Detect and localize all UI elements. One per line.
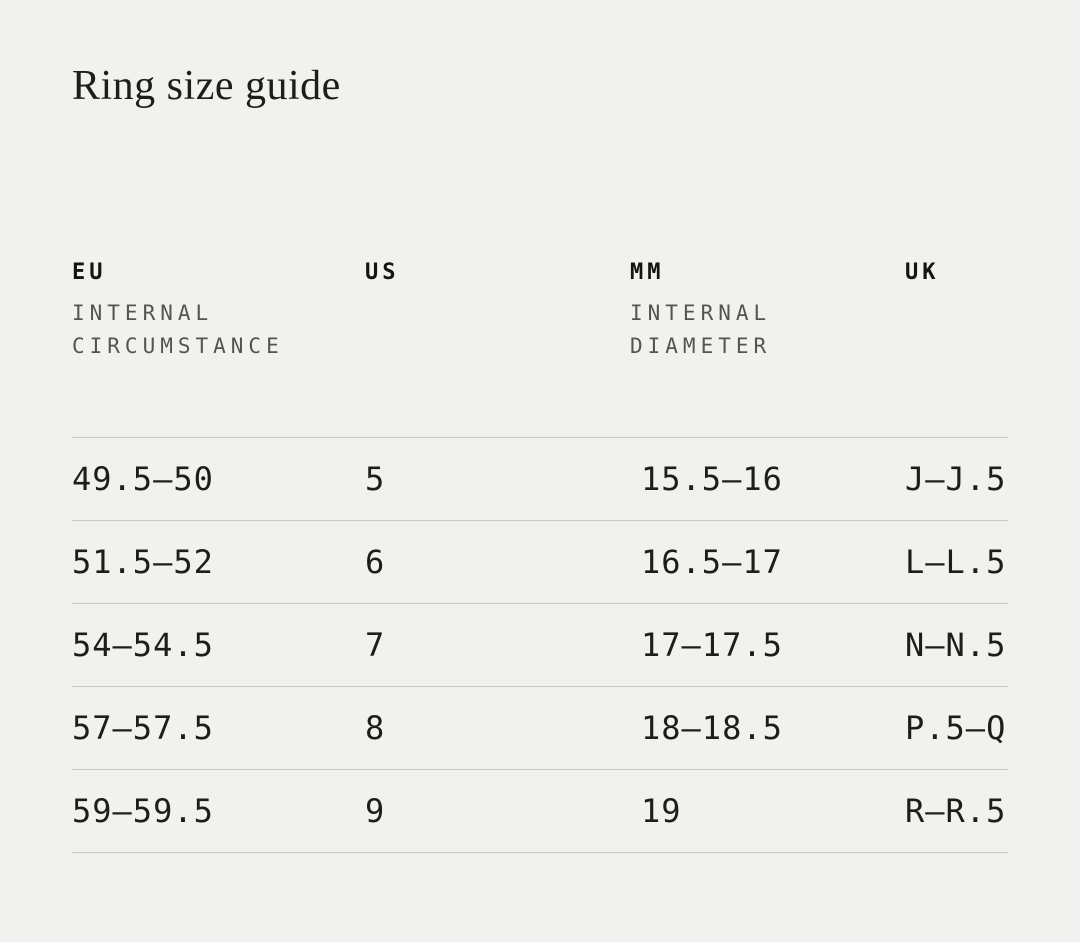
column-header-us: US	[365, 262, 630, 363]
table-row: 57—57.5 8 18—18.5 P.5—Q	[72, 687, 1008, 771]
column-sublabel: INTERNAL DIAMETER	[630, 301, 772, 359]
column-sublabel: INTERNAL CIRCUMSTANCE	[72, 301, 284, 359]
column-label: UK	[905, 260, 940, 286]
cell-uk: R—R.5	[905, 792, 1007, 831]
column-label: US	[365, 260, 400, 286]
cell-uk: N—N.5	[905, 626, 1007, 665]
cell-mm: 19	[641, 792, 682, 831]
column-label: EU	[72, 260, 107, 286]
ring-size-table: EU INTERNAL CIRCUMSTANCE US MM INTERNAL DI…	[72, 262, 1008, 854]
cell-eu: 49.5—50	[72, 460, 214, 499]
table-body: 49.5—50 5 15.5—16 J—J.5 51.5—52 6 16.5—1…	[72, 437, 1008, 854]
column-header-uk: UK	[905, 262, 1008, 363]
column-header-eu: EU INTERNAL CIRCUMSTANCE	[72, 262, 365, 363]
page-title: Ring size guide	[72, 63, 341, 109]
table-row: 54—54.5 7 17—17.5 N—N.5	[72, 604, 1008, 688]
cell-us: 5	[365, 460, 386, 499]
cell-us: 8	[365, 709, 386, 748]
table-header-row: EU INTERNAL CIRCUMSTANCE US MM INTERNAL DI…	[72, 262, 1008, 363]
cell-us: 9	[365, 792, 386, 831]
table-row: 59—59.5 9 19 R—R.5	[72, 770, 1008, 854]
table-row: 49.5—50 5 15.5—16 J—J.5	[72, 438, 1008, 522]
cell-us: 6	[365, 543, 386, 582]
cell-mm: 16.5—17	[641, 543, 783, 582]
cell-eu: 54—54.5	[72, 626, 214, 665]
cell-mm: 18—18.5	[641, 709, 783, 748]
cell-uk: J—J.5	[905, 460, 1007, 499]
cell-mm: 15.5—16	[641, 460, 783, 499]
cell-eu: 57—57.5	[72, 709, 214, 748]
cell-us: 7	[365, 626, 386, 665]
column-header-mm: MM INTERNAL DIAMETER	[630, 262, 905, 363]
table-row: 51.5—52 6 16.5—17 L—L.5	[72, 521, 1008, 605]
cell-eu: 59—59.5	[72, 792, 214, 831]
cell-uk: L—L.5	[905, 543, 1007, 582]
cell-eu: 51.5—52	[72, 543, 214, 582]
column-label: MM	[630, 260, 665, 286]
cell-mm: 17—17.5	[641, 626, 783, 665]
cell-uk: P.5—Q	[905, 709, 1007, 748]
